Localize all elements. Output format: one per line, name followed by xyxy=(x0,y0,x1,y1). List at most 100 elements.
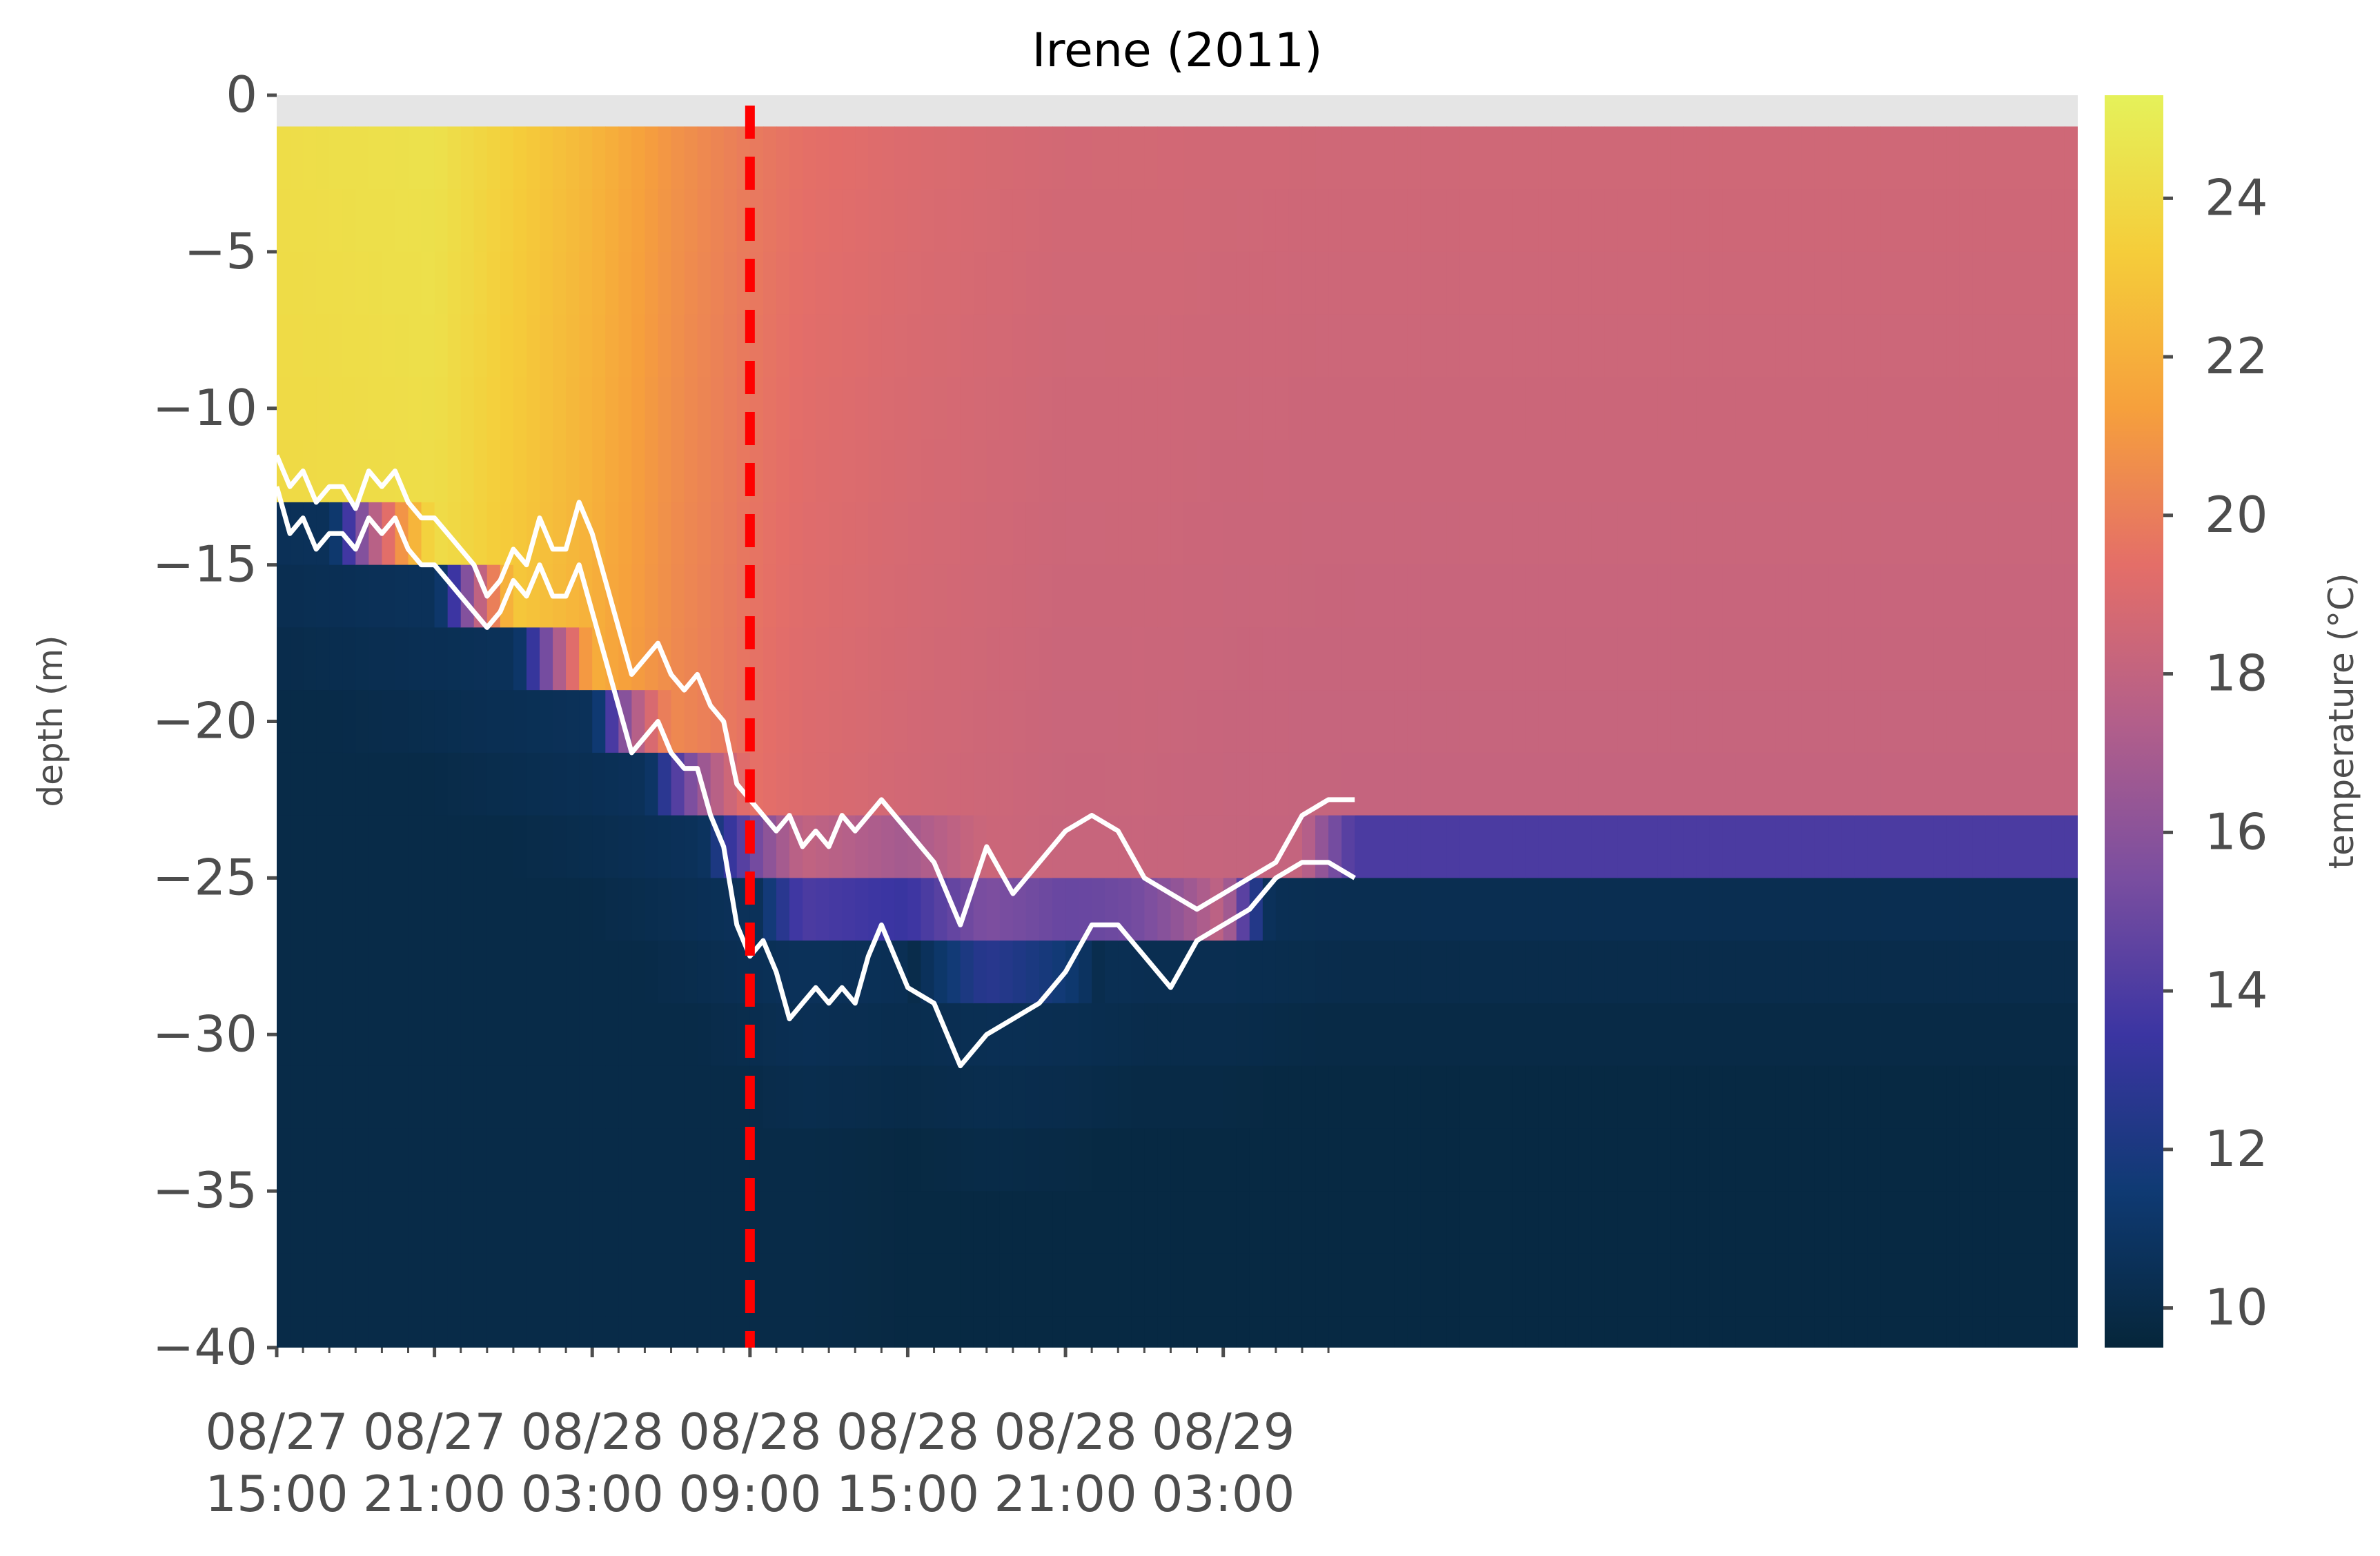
heatmap-cell xyxy=(553,752,567,816)
heatmap-cell xyxy=(1644,1316,1658,1348)
heatmap-cell xyxy=(1920,752,1934,816)
heatmap-cell xyxy=(907,815,922,878)
heatmap-cell xyxy=(1065,1065,1079,1129)
heatmap-cell xyxy=(1894,627,1907,691)
heatmap-cell xyxy=(1788,502,1802,566)
heatmap-cell xyxy=(868,878,882,941)
heatmap-cell xyxy=(1170,752,1185,816)
heatmap-cell xyxy=(1959,941,1974,1004)
heatmap-cell xyxy=(881,377,895,440)
heatmap-cell xyxy=(1670,1065,1684,1129)
heatmap-cell xyxy=(1473,1128,1487,1192)
heatmap-cell xyxy=(868,627,882,691)
heatmap-cell xyxy=(921,440,935,503)
heatmap-cell xyxy=(1144,1128,1159,1192)
heatmap-cell xyxy=(1249,1191,1263,1254)
heatmap-cell xyxy=(1157,1128,1172,1192)
heatmap-cell xyxy=(473,1128,488,1192)
heatmap-cell xyxy=(803,1003,816,1067)
heatmap-cell xyxy=(1617,126,1631,190)
heatmap-cell xyxy=(579,1003,593,1067)
heatmap-cell xyxy=(368,941,383,1004)
heatmap-cell xyxy=(2012,1316,2026,1348)
heatmap-cell xyxy=(1131,189,1145,253)
heatmap-cell xyxy=(1933,314,1947,377)
heatmap-cell xyxy=(1907,440,1920,503)
heatmap-cell xyxy=(855,752,869,816)
heatmap-cell xyxy=(671,815,685,878)
heatmap-cell xyxy=(658,941,672,1004)
heatmap-cell xyxy=(473,189,488,253)
heatmap-cell xyxy=(921,314,935,377)
heatmap-cell xyxy=(592,752,606,816)
heatmap-cell xyxy=(1262,627,1277,691)
heatmap-cell xyxy=(316,1253,330,1317)
heatmap-cell xyxy=(1578,1065,1592,1129)
heatmap-cell xyxy=(1315,627,1329,691)
heatmap-cell xyxy=(1092,941,1105,1004)
heatmap-cell xyxy=(1749,1191,1763,1254)
heatmap-cell xyxy=(1591,627,1605,691)
heatmap-cell xyxy=(1473,627,1487,691)
heatmap-cell xyxy=(1933,627,1947,691)
heatmap-cell xyxy=(973,1128,987,1192)
heatmap-cell xyxy=(1236,126,1250,190)
heatmap-cell xyxy=(921,1003,935,1067)
heatmap-cell xyxy=(921,1191,935,1254)
heatmap-cell xyxy=(1301,627,1316,691)
heatmap-cell xyxy=(1709,815,1724,878)
heatmap-cell xyxy=(1657,564,1671,628)
heatmap-cell xyxy=(1301,752,1316,816)
heatmap-cell xyxy=(355,1316,369,1348)
heatmap-cell xyxy=(1223,690,1237,754)
heatmap-cell xyxy=(763,126,777,190)
heatmap-cell xyxy=(1262,1191,1277,1254)
heatmap-cell xyxy=(1775,126,1789,190)
heatmap-cell xyxy=(1012,941,1027,1004)
heatmap-cell xyxy=(1052,564,1066,628)
heatmap-cell xyxy=(513,251,527,315)
heatmap-cell xyxy=(1394,126,1408,190)
heatmap-cell xyxy=(486,1128,501,1192)
y-tick-label: −30 xyxy=(153,1005,257,1063)
heatmap-cell xyxy=(355,1253,369,1317)
heatmap-cell xyxy=(1381,1253,1395,1317)
heatmap-cell xyxy=(382,1191,396,1254)
heatmap-cell xyxy=(803,1316,816,1348)
heatmap-cell xyxy=(368,1003,383,1067)
heatmap-cell xyxy=(1275,1253,1290,1317)
heatmap-cell xyxy=(1907,1003,1920,1067)
heatmap-cell xyxy=(999,1065,1014,1129)
heatmap-cell xyxy=(1631,189,1644,253)
heatmap-cell xyxy=(2051,1191,2065,1254)
heatmap-cell xyxy=(658,815,672,878)
heatmap-cell xyxy=(723,251,738,315)
heatmap-cell xyxy=(1197,627,1211,691)
heatmap-cell xyxy=(1157,377,1172,440)
heatmap-cell xyxy=(1657,1316,1671,1348)
heatmap-cell xyxy=(907,502,922,566)
y-tick-label: −20 xyxy=(153,692,257,750)
heatmap-cell xyxy=(1236,690,1250,754)
heatmap-cell xyxy=(1262,1316,1277,1348)
heatmap-cell xyxy=(408,690,422,754)
heatmap-cell xyxy=(1394,502,1408,566)
heatmap-cell xyxy=(460,627,475,691)
heatmap-cell xyxy=(1696,1191,1711,1254)
heatmap-cell xyxy=(1762,815,1776,878)
heatmap-cell xyxy=(1092,1316,1105,1348)
heatmap-cell xyxy=(1788,815,1802,878)
heatmap-cell xyxy=(566,752,580,816)
heatmap-cell xyxy=(1894,1128,1907,1192)
heatmap-cell xyxy=(1105,941,1119,1004)
heatmap-cell xyxy=(1288,440,1303,503)
heatmap-cell xyxy=(421,690,435,754)
heatmap-cell xyxy=(697,377,711,440)
heatmap-cell xyxy=(684,1191,698,1254)
heatmap-cell xyxy=(1459,564,1474,628)
heatmap-cell xyxy=(553,314,567,377)
heatmap-cell xyxy=(1315,815,1329,878)
heatmap-cell xyxy=(645,1065,659,1129)
heatmap-cell xyxy=(2038,564,2052,628)
heatmap-cell xyxy=(2051,440,2065,503)
